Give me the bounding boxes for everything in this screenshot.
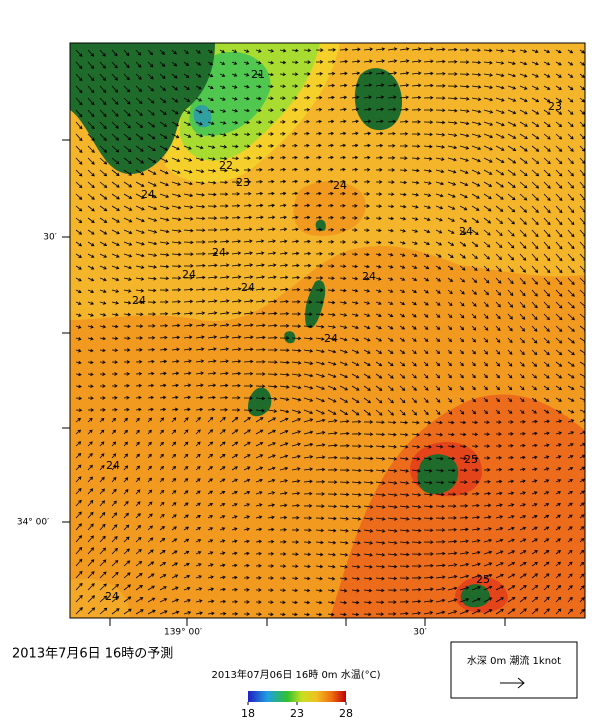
colorbar-tick-label: 23 — [290, 707, 304, 720]
current-arrows — [75, 47, 585, 617]
warm-patch — [293, 181, 366, 236]
contour-label: 21 — [251, 68, 265, 81]
contour-label: 22 — [219, 159, 233, 172]
contour-label: 25 — [476, 573, 490, 586]
contour-label: 25 — [464, 453, 478, 466]
contour-label: 24 — [241, 281, 255, 294]
contour-label: 24 — [182, 268, 196, 281]
x-axis-label: 139° 00′ — [164, 628, 202, 638]
axis-ticks — [62, 139, 506, 626]
contour-label: 24 — [459, 225, 473, 238]
colorbar-tick-label: 18 — [241, 707, 255, 720]
land — [70, 43, 490, 608]
contour-label: 24 — [362, 270, 376, 283]
contour-label: 24 — [212, 246, 226, 259]
contour-label: 24 — [141, 188, 155, 201]
caption: 2013年7月6日 16時の予測 — [12, 647, 173, 662]
x-axis-label: 30′ — [413, 628, 427, 638]
contour-label: 24 — [105, 590, 119, 603]
y-axis-label: 30′ — [43, 233, 57, 243]
contour-label: 24 — [333, 179, 347, 192]
contour-label: 23 — [236, 176, 250, 189]
legend-label: 水深 0m 潮流 1knot — [467, 654, 561, 667]
contour-label: 24 — [132, 294, 146, 307]
legend-arrow — [500, 677, 525, 689]
warm-patch — [70, 578, 130, 618]
contour-label: 24 — [324, 332, 338, 345]
colorbar-title: 2013年07月06日 16時 0m 水温(°C) — [211, 668, 380, 681]
contour-label: 23 — [548, 100, 562, 113]
contour-label: 24 — [106, 459, 120, 472]
colorbar-ticks: 18 23 28 — [241, 702, 353, 720]
colorbar — [248, 691, 346, 702]
legend-box — [450, 641, 578, 699]
colorbar-tick-label: 28 — [339, 707, 353, 720]
map-frame — [69, 42, 586, 619]
y-axis-label: 34° 00′ — [17, 518, 49, 528]
hot-region — [330, 394, 585, 618]
map-area — [70, 43, 585, 618]
